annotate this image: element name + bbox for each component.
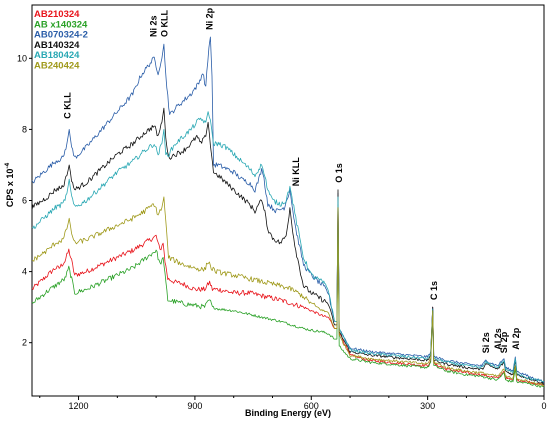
y-tick-label: 8	[22, 124, 27, 134]
series-line-0	[31, 200, 545, 387]
legend-entry: AB210324	[34, 9, 80, 20]
legend-entry: AB070324-2	[34, 30, 88, 41]
peak-label: Ni 2p	[205, 7, 215, 30]
x-tick-label: 900	[187, 401, 202, 411]
series-line-4	[31, 111, 545, 383]
x-ticks: 1200 900 600 300 0	[39, 396, 547, 411]
series-line-5	[31, 196, 545, 387]
series-layer	[31, 36, 545, 388]
x-tick-label: 1200	[69, 401, 89, 411]
y-axis-title-main: CPS x 10	[5, 169, 15, 208]
y-axis-title-exponent: -4	[4, 162, 11, 168]
legend-entry: AB240424	[34, 61, 80, 72]
peak-label: O KLL	[159, 10, 169, 37]
peak-label: Ni 2s	[148, 15, 158, 37]
y-ticks: 2 4 6 8 10	[17, 53, 32, 348]
x-tick-label: 300	[420, 401, 435, 411]
peak-label: O 1s	[334, 163, 344, 183]
y-tick-label: 6	[22, 196, 27, 206]
peak-label: C 1s	[429, 281, 439, 300]
y-tick-label: 2	[22, 338, 27, 348]
peak-label: Al 2p	[511, 327, 521, 350]
y-axis-title: CPS x 10-4	[4, 162, 15, 207]
peak-label: Ni KLL	[291, 157, 301, 186]
series-line-2	[31, 36, 545, 383]
x-axis-title: Binding Energy (eV)	[245, 408, 331, 418]
series-line-3	[31, 107, 545, 385]
legend-entry: AB180424	[34, 50, 80, 61]
plot-frame	[31, 4, 545, 397]
legend-entry: AB140324	[34, 40, 80, 51]
legend-entry: AB x140324	[34, 19, 88, 30]
y-tick-label: 4	[22, 267, 27, 277]
peak-label: Si 2s	[481, 332, 491, 353]
peak-label: Si 2p	[499, 331, 509, 353]
y-tick-label: 10	[17, 53, 27, 63]
x-tick-label: 600	[304, 401, 319, 411]
x-tick-label: 0	[541, 401, 546, 411]
series-line-1	[31, 228, 545, 388]
peak-label: C KLL	[63, 92, 73, 119]
peak-label: Al 2s	[493, 328, 503, 350]
